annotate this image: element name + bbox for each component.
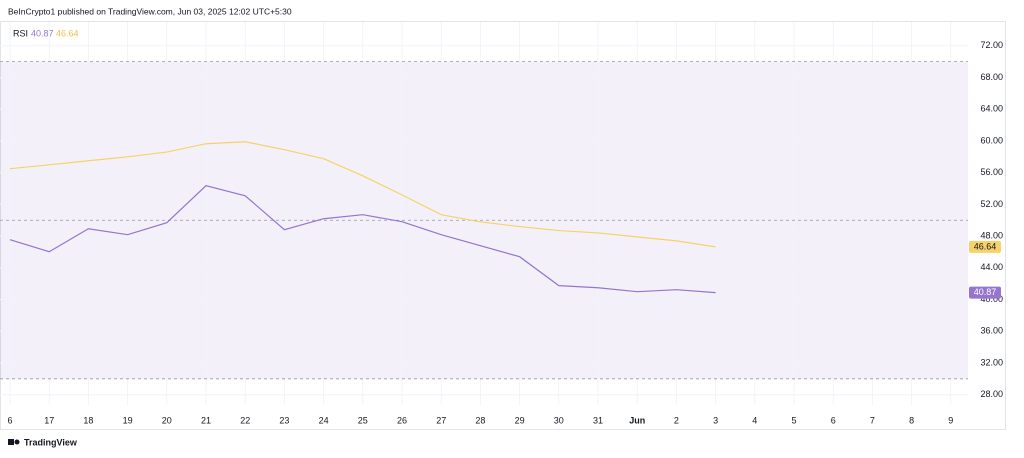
legend-value: 46.64 (56, 28, 79, 38)
x-tick-label: 24 (319, 415, 329, 425)
y-tick-label: 40.00 (980, 294, 1003, 304)
y-tick-label: 48.00 (980, 230, 1003, 240)
x-tick-label: 19 (123, 415, 133, 425)
legend-indicator: RSI (13, 28, 28, 38)
x-tick-label: 28 (475, 415, 485, 425)
rsi-line (9, 185, 716, 294)
x-tick-label: 21 (201, 415, 211, 425)
x-tick-label: 18 (83, 415, 93, 425)
y-tick-label: 44.00 (980, 262, 1003, 272)
publish-header: BeInCrypto1 published on TradingView.com… (8, 6, 292, 16)
price-tag (969, 240, 1001, 253)
x-tick-label: 3 (713, 415, 718, 425)
y-tick-label: 68.00 (980, 72, 1003, 82)
y-tick-label: 36.00 (980, 326, 1003, 336)
x-tick-label: 8 (909, 415, 914, 425)
x-tick-label: 29 (515, 415, 525, 425)
x-tick-label: 4 (752, 415, 757, 425)
x-tick-label: 17 (44, 415, 54, 425)
x-tick-label: 31 (593, 415, 603, 425)
x-tick-label: 6 (7, 415, 12, 425)
y-tick-label: 60.00 (980, 135, 1003, 145)
y-tick-label: 56.00 (980, 167, 1003, 177)
y-tick-label: 64.00 (980, 104, 1003, 114)
rsi-line (9, 141, 716, 248)
x-tick-label: 25 (358, 415, 368, 425)
x-tick-label: 23 (279, 415, 289, 425)
y-tick-label: 28.00 (980, 389, 1003, 399)
x-tick-label: 6 (831, 415, 836, 425)
frame (0, 21, 1006, 430)
legend-value: 40.87 (31, 28, 54, 38)
x-tick-label: 30 (554, 415, 564, 425)
y-tick-label: 32.00 (980, 357, 1003, 367)
price-tag-label: 46.64 (974, 241, 997, 251)
x-tick-label: 5 (791, 415, 796, 425)
x-tick-label: Jun (629, 415, 645, 425)
x-tick-label: 20 (162, 415, 172, 425)
x-tick-label: 27 (436, 415, 446, 425)
y-tick-label: 72.00 (980, 40, 1003, 50)
y-tick-label: 52.00 (980, 199, 1003, 209)
x-tick-label: 22 (240, 415, 250, 425)
x-tick-label: 9 (948, 415, 953, 425)
x-tick-label: 7 (870, 415, 875, 425)
brand: TradingView (24, 437, 78, 447)
logo (8, 439, 20, 445)
price-tag-label: 40.87 (974, 287, 997, 297)
price-tag (969, 286, 1001, 299)
x-tick-label: 2 (674, 415, 679, 425)
x-tick-label: 26 (397, 415, 407, 425)
